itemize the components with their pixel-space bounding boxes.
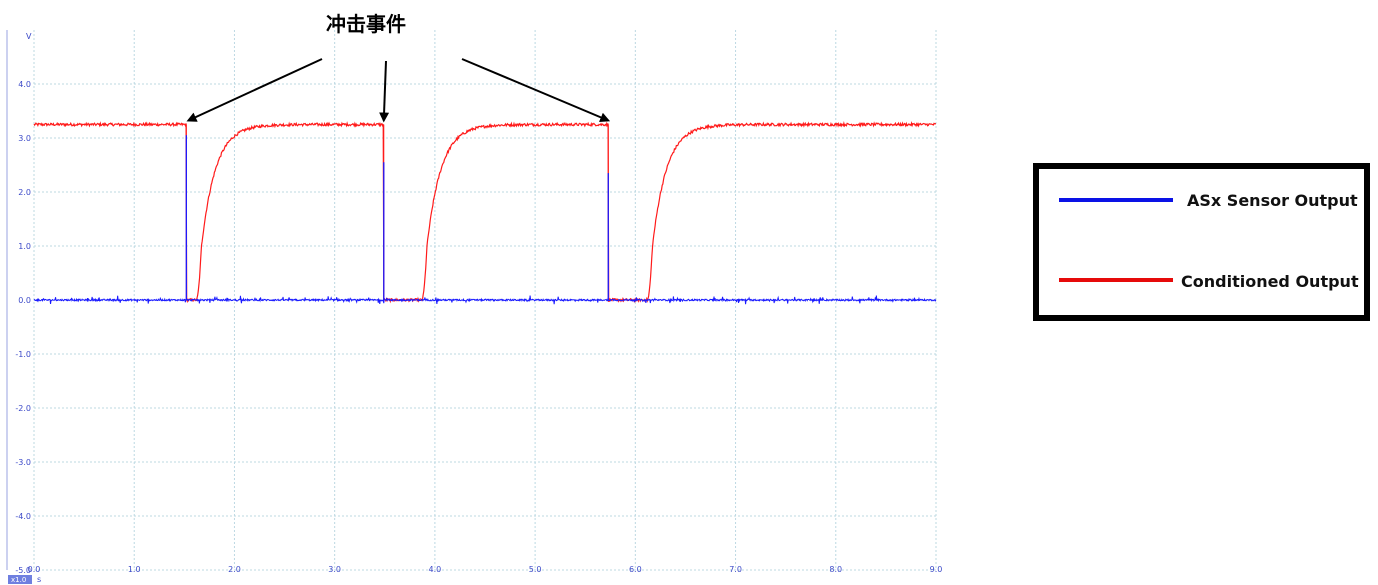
x-tick-label: 0.0 [28, 565, 41, 574]
y-tick-label: 1.0 [18, 242, 31, 251]
x-unit-label: s [37, 575, 41, 584]
x-tick-label: 6.0 [629, 565, 642, 574]
x-tick-label: 3.0 [328, 565, 341, 574]
x-tick-label: 2.0 [228, 565, 241, 574]
x-tick-label: 9.0 [930, 565, 943, 574]
series-sensor-output [33, 295, 937, 305]
y-tick-label: -3.0 [15, 458, 31, 467]
annotation-arrows [186, 58, 611, 123]
legend: ASx Sensor Output Conditioned Output [1033, 163, 1370, 321]
x-tick-label: 7.0 [729, 565, 742, 574]
annotation-arrow [186, 58, 323, 122]
annotation-arrow [461, 58, 611, 123]
series-layer [33, 120, 937, 305]
x-scale-badge [8, 575, 32, 584]
legend-label-conditioned: Conditioned Output [1181, 272, 1359, 291]
y-tick-label: 0.0 [18, 296, 31, 305]
y-unit-label: V [26, 32, 32, 41]
y-tick-label: -4.0 [15, 512, 31, 521]
series-conditioned-output [33, 120, 937, 304]
y-tick-label: 4.0 [18, 80, 31, 89]
x-scale-badge-text: x1.0 [11, 576, 26, 584]
x-tick-label: 4.0 [429, 565, 442, 574]
annotation-arrow [379, 60, 390, 123]
x-tick-label: 1.0 [128, 565, 141, 574]
y-tick-label: -5.0 [15, 566, 31, 575]
x-tick-label: 8.0 [829, 565, 842, 574]
y-tick-label: -2.0 [15, 404, 31, 413]
y-tick-label: 2.0 [18, 188, 31, 197]
x-tick-labels: 0.0 1.0 2.0 3.0 4.0 5.0 6.0 7.0 8.0 9.0 [28, 565, 943, 574]
legend-label-sensor: ASx Sensor Output [1187, 191, 1358, 210]
annotation-text: 冲击事件 [326, 12, 406, 36]
y-tick-label: 3.0 [18, 134, 31, 143]
x-tick-label: 5.0 [529, 565, 542, 574]
legend-box [1033, 163, 1370, 321]
y-tick-labels: 4.0 3.0 2.0 1.0 0.0 -1.0 -2.0 -3.0 -4.0 -5.0 [15, 80, 31, 575]
y-tick-label: -1.0 [15, 350, 31, 359]
